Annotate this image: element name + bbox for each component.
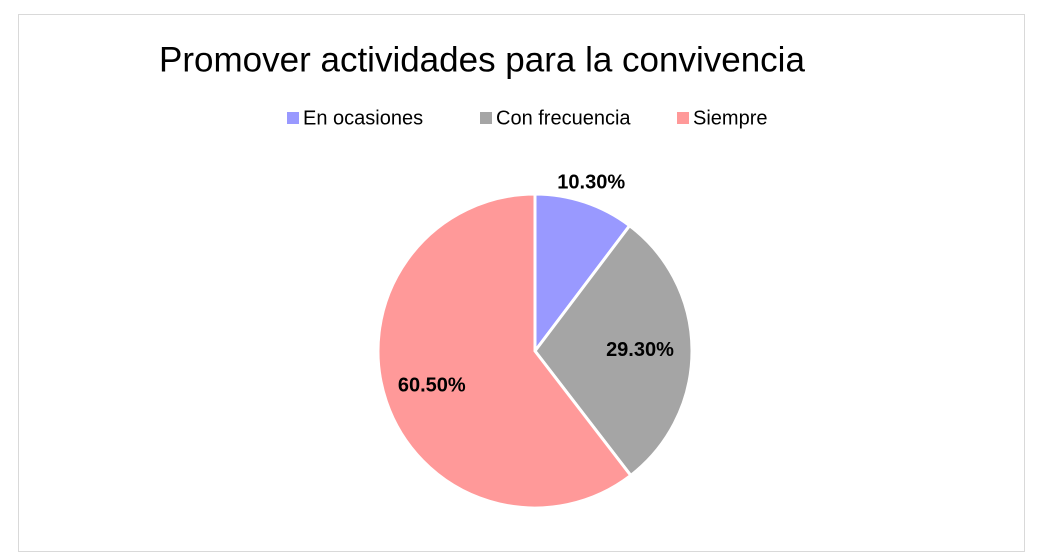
legend-label: Siempre: [693, 107, 767, 129]
pie-slice: [376, 192, 633, 510]
legend-label: En ocasiones: [303, 107, 423, 129]
pie-slice: [533, 223, 694, 478]
legend-swatch: [480, 112, 492, 124]
data-label: 29.30%: [606, 339, 674, 361]
chart-title: Promover actividades para la convivencia: [159, 40, 805, 79]
data-label: 60.50%: [398, 374, 466, 396]
legend-label: Con frecuencia: [496, 107, 631, 129]
legend-swatch: [287, 112, 299, 124]
pie-slice: [533, 192, 632, 356]
data-label: 10.30%: [557, 171, 625, 193]
legend-swatch: [677, 112, 689, 124]
